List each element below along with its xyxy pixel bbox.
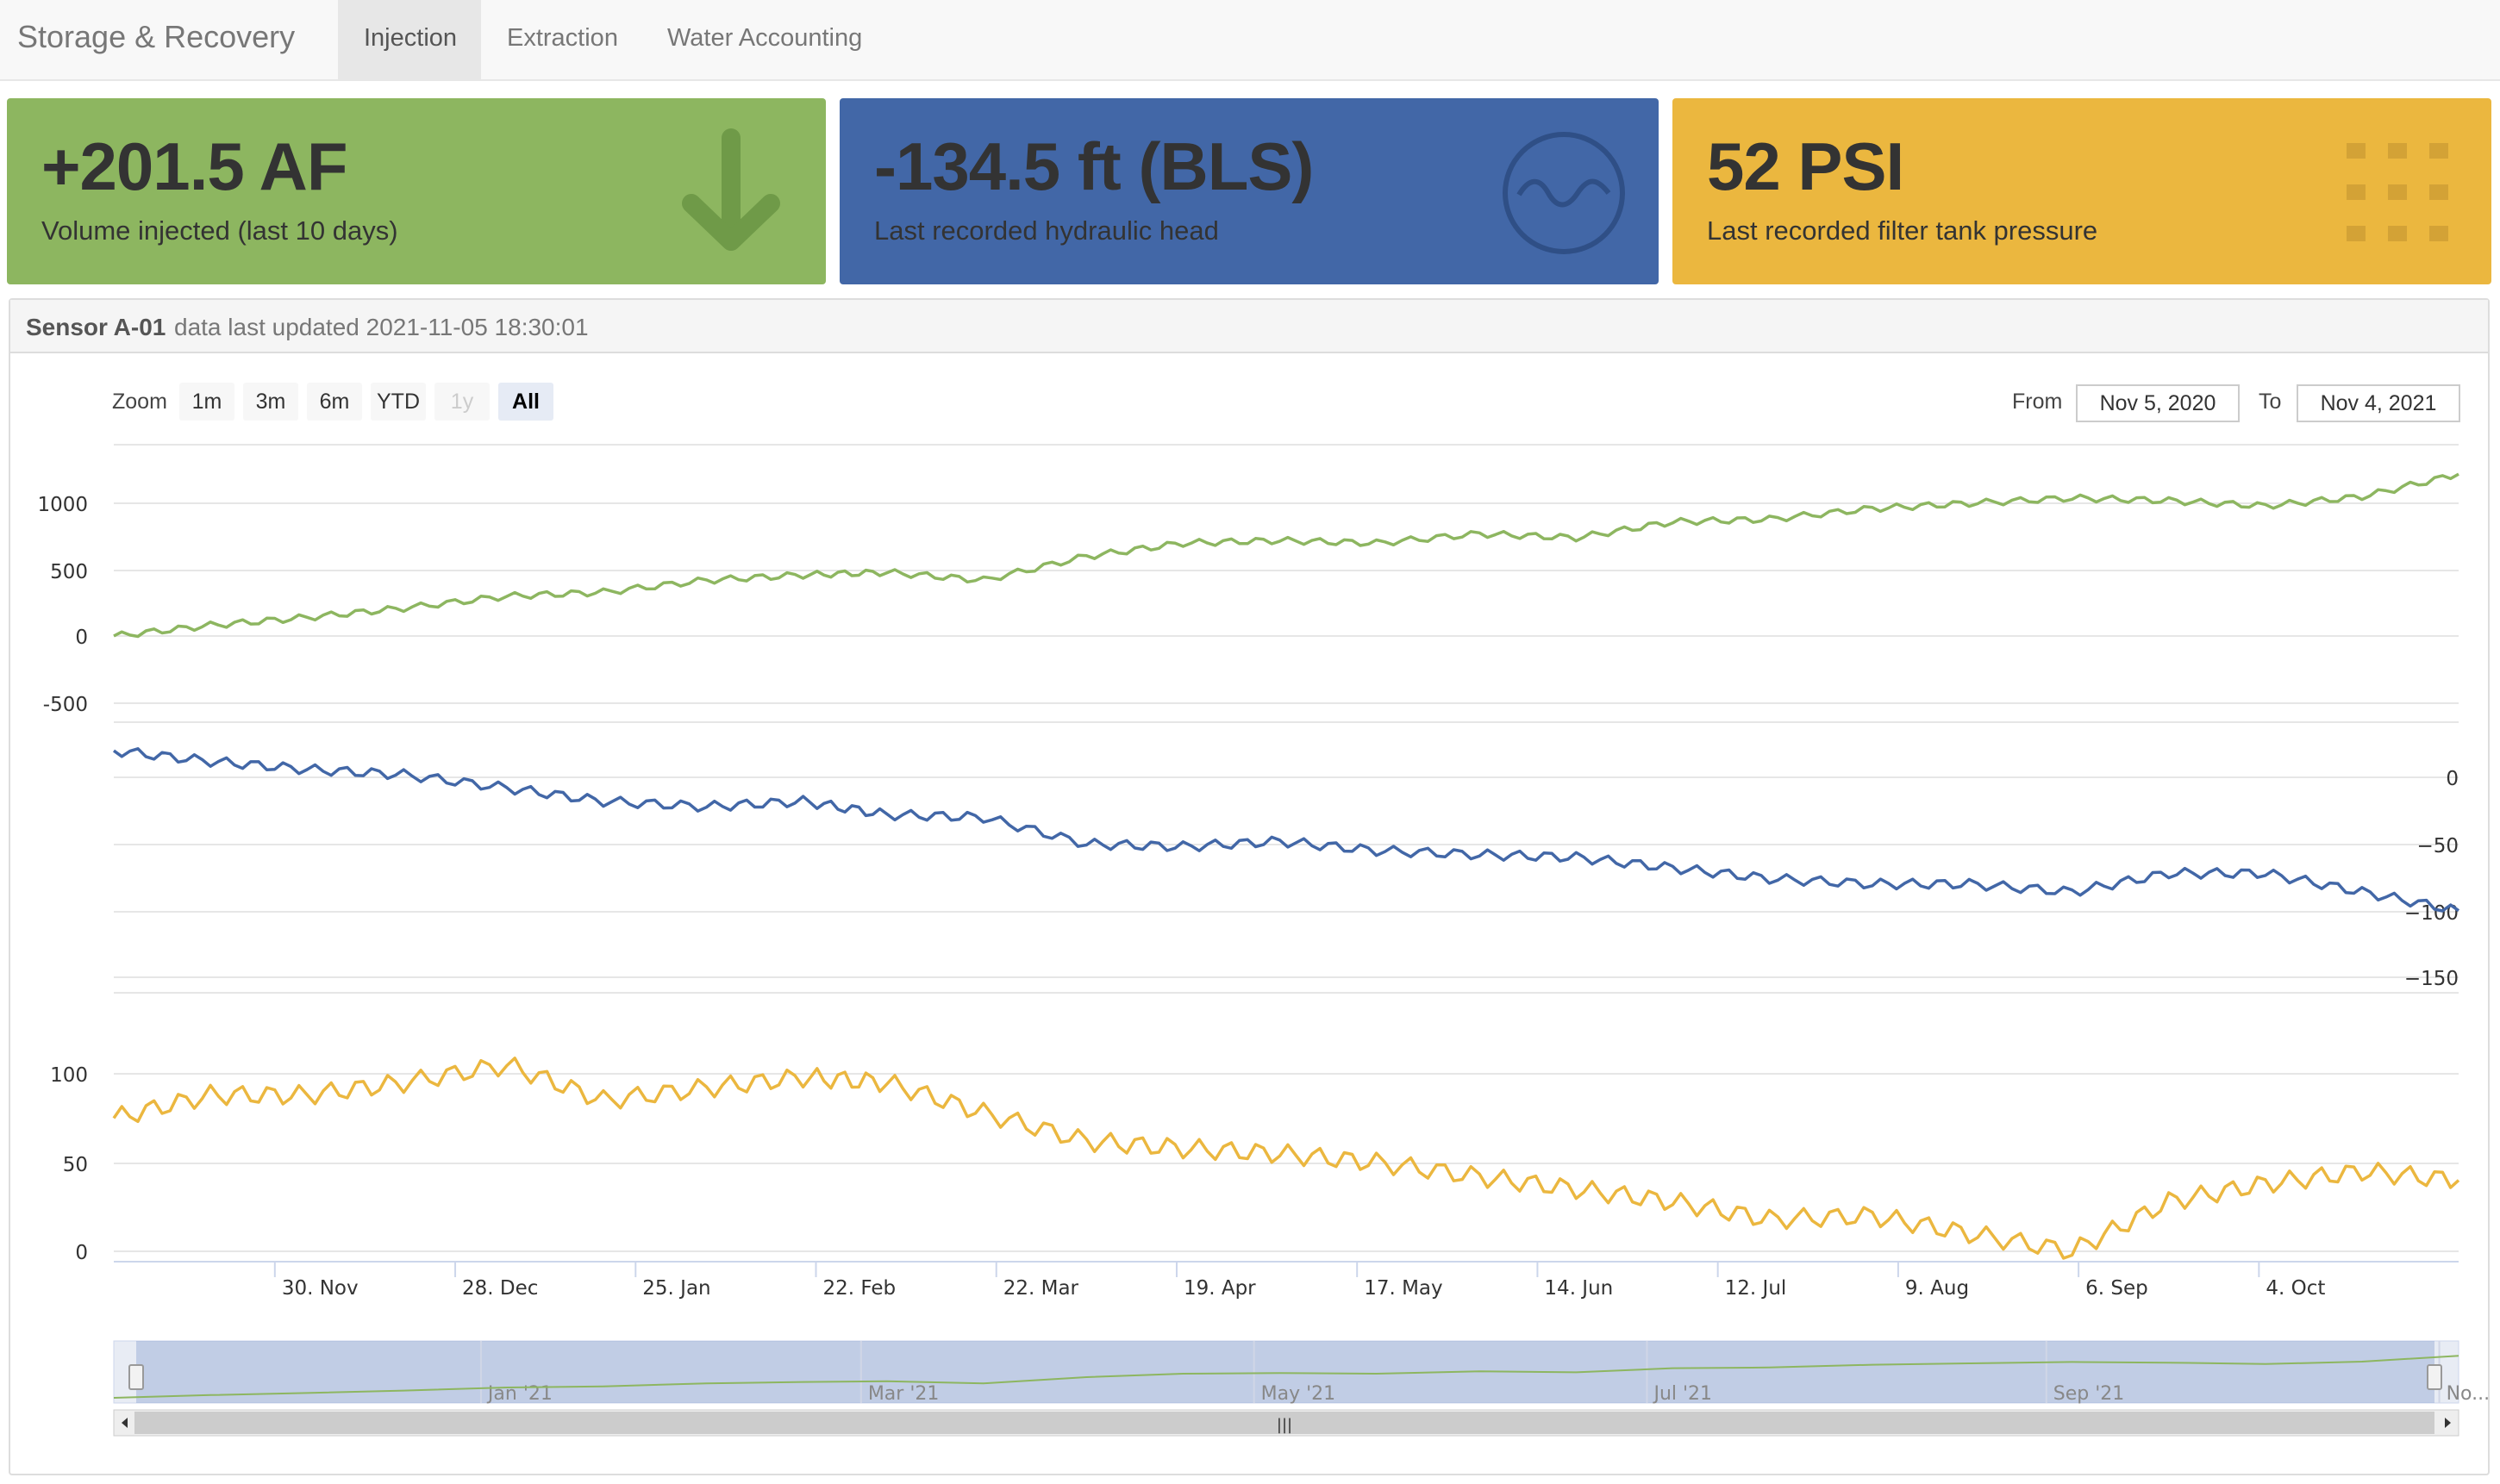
sensor-name: Sensor A-01 (26, 314, 166, 340)
x-tick-label: 22. Feb (823, 1277, 897, 1300)
chart-gridlines (114, 444, 2459, 1252)
series-line-1 (113, 472, 2459, 639)
x-tick-label: 9. Aug (1905, 1277, 1969, 1300)
volume-injected-label: Volume injected (last 10 days) (41, 215, 398, 246)
y-tick-label: 1000 (37, 494, 88, 516)
y-tick-label: 50 (63, 1154, 88, 1176)
chart-series (112, 472, 2460, 1260)
x-tick-label: 6. Sep (2085, 1277, 2148, 1300)
zoom-label: Zoom (112, 390, 167, 414)
navigator-background (113, 1340, 2459, 1404)
scrollbar-thumb[interactable] (134, 1412, 2434, 1434)
y-tick-label: 0 (75, 1242, 88, 1264)
y-tick-label: -500 (43, 694, 88, 716)
x-tick-label: 22. Mar (1003, 1277, 1079, 1300)
brand-title[interactable]: Storage & Recovery (17, 19, 296, 54)
to-date-input[interactable]: Nov 4, 2021 (2297, 384, 2460, 422)
navigator-label: May '21 (1261, 1383, 1336, 1405)
wave-circle-icon (1503, 132, 1625, 254)
filter-pressure-value: 52 PSI (1707, 128, 1904, 204)
navigator-left-handle[interactable] (128, 1364, 144, 1390)
x-tick-label: 30. Nov (282, 1277, 359, 1300)
tab-extraction[interactable]: Extraction (507, 24, 618, 52)
navigator-mask (136, 1341, 2434, 1403)
zoom-all-button[interactable]: All (498, 383, 553, 421)
x-tick-label: 25. Jan (642, 1277, 710, 1300)
y-tick-label: 0 (75, 627, 88, 649)
navigator-label: Sep '21 (2053, 1383, 2125, 1405)
scroll-left-arrow-icon[interactable] (122, 1418, 128, 1428)
navigator-label: Jul '21 (1652, 1383, 1712, 1405)
hydraulic-head-value: -134.5 ft (BLS) (874, 128, 1314, 204)
filter-pressure-label: Last recorded filter tank pressure (1707, 215, 2098, 246)
from-label: From (2012, 390, 2063, 414)
navigator-label: No... (2447, 1383, 2491, 1405)
scroll-right-arrow-icon[interactable] (2445, 1418, 2451, 1428)
last-updated: data last updated 2021-11-05 18:30:01 (174, 314, 589, 340)
x-tick-label: 12. Jul (1725, 1277, 1787, 1300)
zoom-1m-button[interactable]: 1m (179, 383, 234, 421)
navigator-label: Mar '21 (868, 1383, 940, 1405)
from-date-input[interactable]: Nov 5, 2020 (2076, 384, 2240, 422)
navigator[interactable]: Jan '21 Mar '21 May '21 Jul '21 Sep '21 No...… (113, 1340, 2491, 1437)
y-tick-label: 500 (50, 561, 88, 583)
grid-icon (2347, 143, 2448, 241)
zoom-1y-button[interactable]: 1y (434, 383, 490, 421)
hydraulic-head-card: -134.5 ft (BLS) Last recorded hydraulic … (840, 98, 1659, 284)
volume-injected-value: +201.5 AF (41, 128, 347, 204)
x-tick-label: 14. Jun (1544, 1277, 1613, 1300)
sensor-panel: Sensor A-01 data last updated 2021-11-05… (9, 298, 2490, 1475)
zoom-3m-button[interactable]: 3m (243, 383, 298, 421)
x-tick-label: 17. May (1364, 1277, 1442, 1300)
zoom-ytd-button[interactable]: YTD (371, 383, 426, 421)
y-tick-label: 0 (2446, 768, 2459, 790)
panel-heading: Sensor A-01 data last updated 2021-11-05… (10, 300, 2488, 353)
y-tick-label: 100 (50, 1064, 88, 1087)
zoom-6m-button[interactable]: 6m (307, 383, 362, 421)
filter-pressure-card: 52 PSI Last recorded filter tank pressur… (1672, 98, 2491, 284)
y-tick-label: −50 (2416, 835, 2459, 857)
volume-injected-card: +201.5 AF Volume injected (last 10 days) (7, 98, 826, 284)
series-line-3 (112, 1057, 2460, 1260)
tab-injection[interactable]: Injection (338, 0, 481, 79)
x-tick-label: 19. Apr (1184, 1277, 1256, 1300)
y-tick-label: −150 (2404, 968, 2459, 990)
x-tick-label: 4. Oct (2266, 1277, 2325, 1300)
x-tick-label: 28. Dec (462, 1277, 538, 1300)
series-line-2 (112, 747, 2460, 913)
chart-x-axis: 30. Nov 28. Dec 25. Jan 22. Feb 22. Mar 19. A… (114, 1261, 2459, 1300)
to-label: To (2259, 390, 2282, 414)
tab-water-accounting[interactable]: Water Accounting (667, 24, 863, 52)
scrollbar-grip-icon: ||| (1277, 1416, 1292, 1434)
navigator-right-handle[interactable] (2427, 1364, 2442, 1390)
hydraulic-head-label: Last recorded hydraulic head (874, 215, 1219, 246)
navigator-series (113, 1355, 2459, 1399)
navbar: Storage & Recovery Injection Extraction … (0, 0, 2500, 81)
arrow-down-icon (682, 128, 780, 251)
